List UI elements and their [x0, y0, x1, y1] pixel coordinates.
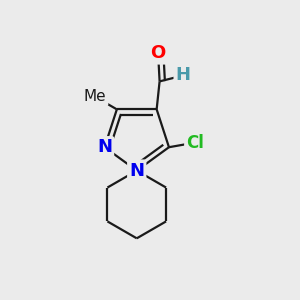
Text: Me: Me [84, 89, 106, 104]
Text: Cl: Cl [186, 134, 204, 152]
Text: N: N [129, 162, 144, 180]
Text: O: O [151, 44, 166, 62]
Text: N: N [97, 138, 112, 156]
Text: H: H [176, 67, 191, 85]
